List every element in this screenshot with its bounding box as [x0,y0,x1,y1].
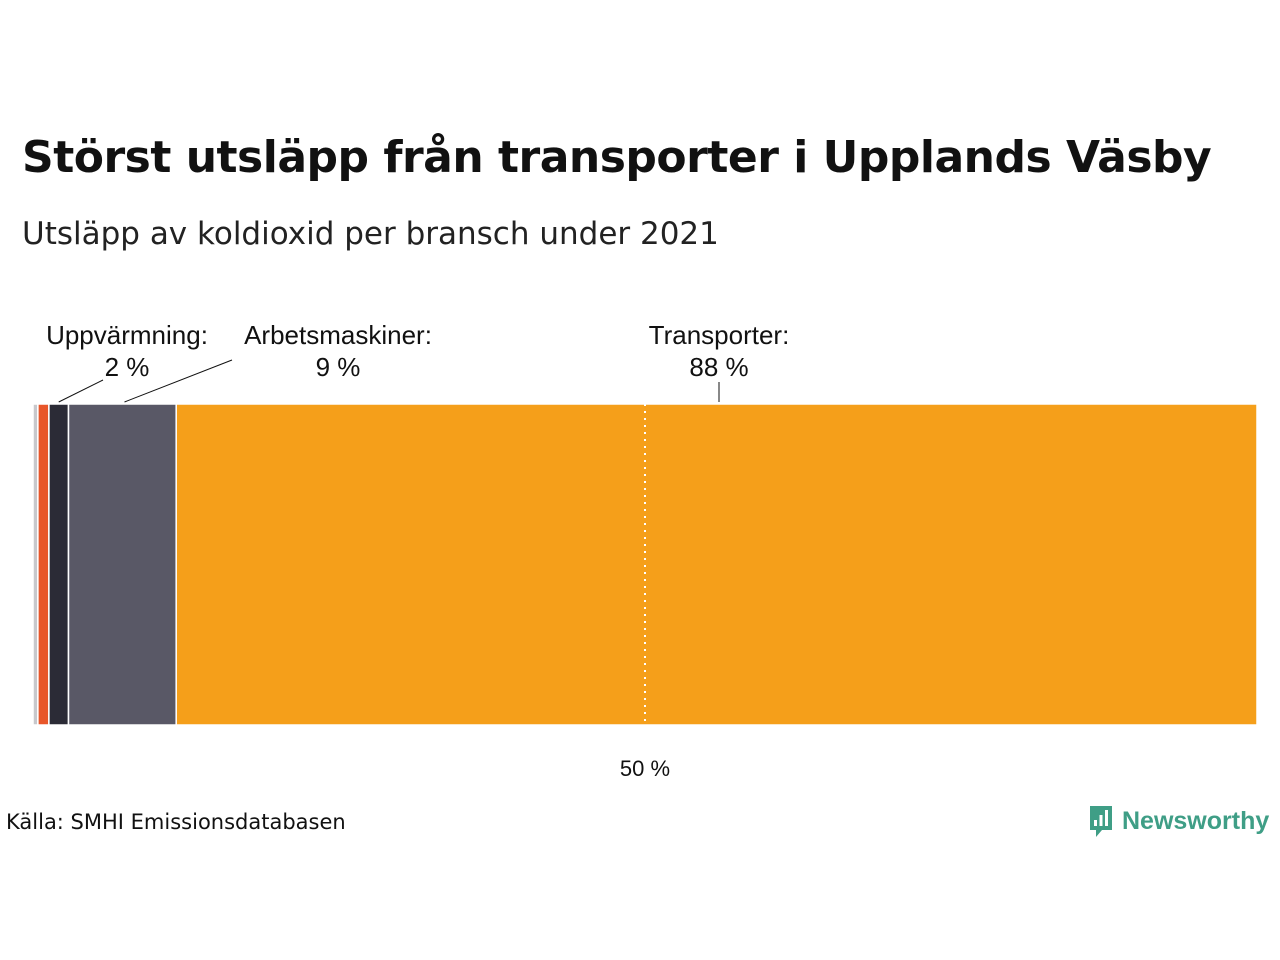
chart-title: Störst utsläpp från transporter i Upplan… [22,132,1212,183]
reference-line-group: 50 % [620,404,670,781]
segment-value-transporter: 88 % [689,352,748,382]
reference-line-label: 50 % [620,756,670,781]
chart-subtitle: Utsläpp av koldioxid per bransch under 2… [22,216,719,252]
source-note: Källa: SMHI Emissionsdatabasen [6,810,346,834]
segment-value-arbetsmaskiner: 9 % [316,352,361,382]
bar-segments [32,403,1258,726]
newsworthy-logo: Newsworthy [1088,804,1269,838]
bar-segment-transporter [175,403,1258,726]
segment-label-uppvärmning: Uppvärmning: [46,320,208,350]
bar-segment-other-1 [37,403,50,726]
stacked-bar-chart: 50 % Uppvärmning:2 % Arbetsmaskiner:9 % Tr… [32,320,1258,781]
leader-line-arbetsmaskiner [124,359,233,403]
bar-segment-uppvärmning [48,403,70,726]
bar-segment-arbetsmaskiner [67,403,177,726]
brand-name: Newsworthy [1122,806,1270,835]
segment-labels: Uppvärmning:2 % Arbetsmaskiner:9 % Transpo… [46,320,790,403]
segment-label-arbetsmaskiner: Arbetsmaskiner: [244,320,432,350]
newsworthy-logo-icon [1090,806,1112,837]
segment-label-transporter: Transporter: [649,320,790,350]
segment-value-uppvärmning: 2 % [105,352,150,382]
leader-line-uppvärmning [58,379,104,403]
